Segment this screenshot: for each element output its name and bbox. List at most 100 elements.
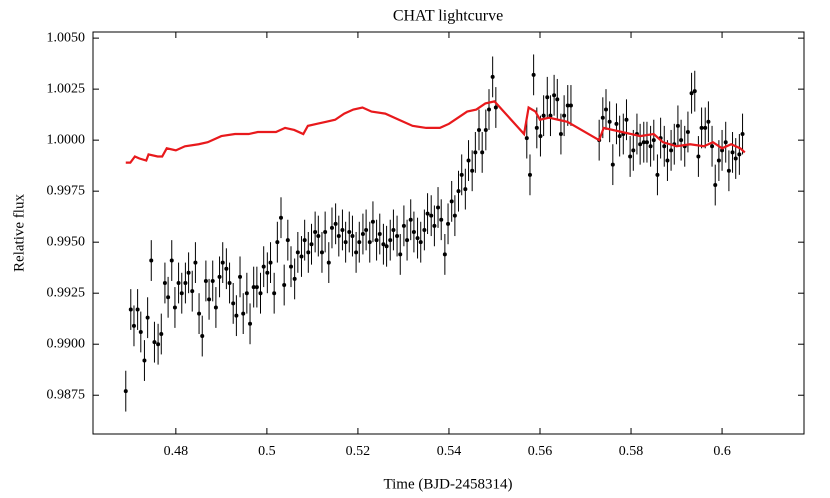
data-point: [562, 113, 567, 118]
data-point: [466, 158, 471, 163]
y-tick-label: 1.0000: [47, 132, 86, 147]
data-point: [737, 152, 742, 157]
data-point: [617, 134, 622, 139]
data-point: [384, 244, 389, 249]
y-tick-label: 1.0050: [47, 30, 86, 45]
data-point: [463, 187, 468, 192]
data-point: [538, 134, 543, 139]
data-point: [200, 334, 205, 339]
data-point: [275, 240, 280, 245]
data-point: [706, 119, 711, 124]
data-point: [692, 89, 697, 94]
data-point: [730, 150, 735, 155]
data-point: [323, 229, 328, 234]
data-point: [135, 307, 140, 312]
data-point: [145, 315, 150, 320]
data-point: [367, 240, 372, 245]
data-point: [405, 238, 410, 243]
data-point: [638, 142, 643, 147]
data-point: [306, 250, 311, 255]
data-point: [309, 242, 314, 247]
data-point: [558, 132, 563, 137]
data-point: [347, 229, 352, 234]
data-point: [203, 278, 208, 283]
data-point: [442, 252, 447, 257]
data-point: [669, 148, 674, 153]
data-point: [190, 289, 195, 294]
data-point: [662, 144, 667, 149]
data-point: [493, 105, 498, 110]
data-point: [524, 136, 529, 141]
data-point: [439, 217, 444, 222]
data-point: [278, 215, 283, 220]
data-point: [703, 125, 708, 130]
data-point: [490, 74, 495, 79]
data-point: [131, 323, 136, 328]
data-point: [292, 276, 297, 281]
data-point: [432, 223, 437, 228]
data-point: [483, 127, 488, 132]
data-point: [733, 156, 738, 161]
y-tick-label: 0.9900: [47, 336, 86, 351]
data-point: [241, 311, 246, 316]
data-point: [527, 172, 532, 177]
data-point: [449, 199, 454, 204]
x-tick-label: 0.52: [346, 444, 371, 459]
data-point: [531, 72, 536, 77]
data-point: [651, 138, 656, 143]
data-point: [685, 129, 690, 134]
data-point: [610, 162, 615, 167]
data-point: [388, 238, 393, 243]
x-tick-label: 0.48: [164, 444, 189, 459]
data-point: [395, 234, 400, 239]
data-point: [313, 229, 318, 234]
data-point: [644, 140, 649, 145]
data-point: [408, 217, 413, 222]
data-point: [377, 232, 382, 237]
data-point: [381, 242, 386, 247]
data-point: [152, 340, 157, 345]
data-point: [227, 280, 232, 285]
data-point: [716, 158, 721, 163]
data-point: [282, 283, 287, 288]
data-point: [456, 189, 461, 194]
data-point: [299, 254, 304, 259]
data-point: [197, 311, 202, 316]
data-point: [343, 240, 348, 245]
data-point: [487, 107, 492, 112]
data-point: [128, 307, 133, 312]
x-tick-label: 0.56: [528, 444, 553, 459]
data-point: [210, 278, 215, 283]
model-line: [125, 100, 746, 164]
data-point: [624, 117, 629, 122]
data-point: [234, 313, 239, 318]
data-point: [156, 342, 161, 347]
data-point: [333, 221, 338, 226]
data-point: [220, 260, 225, 265]
y-tick-label: 0.9875: [47, 387, 86, 402]
data-point: [665, 158, 670, 163]
data-point: [370, 219, 375, 224]
data-point: [354, 250, 359, 255]
data-point: [418, 240, 423, 245]
data-point: [401, 223, 406, 228]
data-point: [172, 305, 177, 310]
data-point: [422, 227, 427, 232]
data-point: [169, 258, 174, 263]
y-axis-label: Relative flux: [11, 194, 27, 272]
x-tick-label: 0.6: [713, 444, 731, 459]
data-point: [391, 227, 396, 232]
data-point: [713, 183, 718, 188]
x-tick-label: 0.54: [437, 444, 462, 459]
data-point: [541, 113, 546, 118]
data-point: [244, 291, 249, 296]
data-point: [149, 258, 154, 263]
data-point: [446, 221, 451, 226]
data-point: [360, 232, 365, 237]
data-point: [183, 280, 188, 285]
data-point: [552, 93, 557, 98]
data-point: [357, 240, 362, 245]
data-point: [723, 140, 728, 145]
data-point: [411, 229, 416, 234]
